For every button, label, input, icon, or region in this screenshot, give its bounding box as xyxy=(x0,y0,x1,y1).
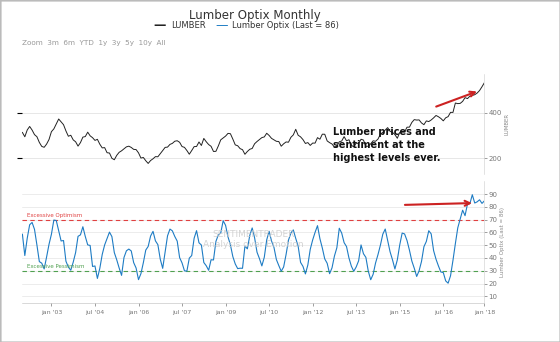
Text: —: — xyxy=(153,19,166,32)
Y-axis label: Lumber Optix (Last = 86): Lumber Optix (Last = 86) xyxy=(500,207,505,277)
Text: Lumber prices and
sentiment at the
highest levels ever.: Lumber prices and sentiment at the highe… xyxy=(333,127,441,163)
Text: Excessive Pessimism: Excessive Pessimism xyxy=(27,264,85,269)
Text: SENTIMENTRADER
Analysis over Emotion: SENTIMENTRADER Analysis over Emotion xyxy=(203,230,304,249)
Text: —: — xyxy=(215,19,227,32)
Y-axis label: LUMBER: LUMBER xyxy=(505,113,510,135)
Text: Lumber Optix (Last = 86): Lumber Optix (Last = 86) xyxy=(232,21,339,30)
Text: Excessive Optimism: Excessive Optimism xyxy=(27,213,82,218)
Text: LUMBER: LUMBER xyxy=(171,21,206,30)
Text: Lumber Optix Monthly: Lumber Optix Monthly xyxy=(189,9,321,22)
Text: Zoom  3m  6m  YTD  1y  3y  5y  10y  All: Zoom 3m 6m YTD 1y 3y 5y 10y All xyxy=(22,40,166,46)
